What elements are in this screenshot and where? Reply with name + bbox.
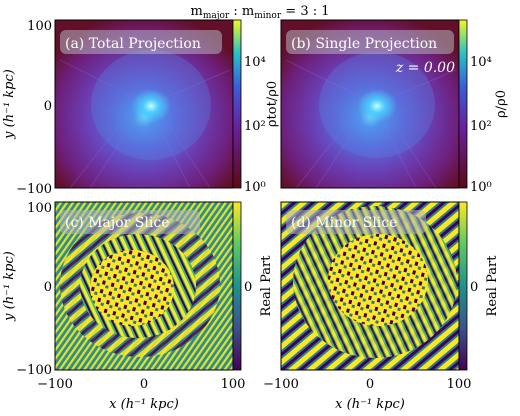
panel-d-minor-slice: (d) Minor Slice bbox=[280, 201, 460, 371]
colorbar-a bbox=[232, 19, 242, 189]
colorbar-a-label: ρtot/ρ0 bbox=[265, 81, 280, 127]
x-tick-d-left: −100 bbox=[263, 377, 299, 392]
colorbar-d-label: Real Part bbox=[485, 255, 500, 317]
panel-b-label: (b) Single Projection bbox=[291, 36, 437, 52]
colorbar-b-tick-low: 10⁰ bbox=[470, 180, 492, 195]
colorbar-b-label: ρ/ρ0 bbox=[494, 90, 509, 118]
colorbar-a-tick-high: 10⁴ bbox=[244, 55, 266, 70]
panel-c-label: (c) Major Slice bbox=[65, 215, 169, 231]
y-tick-c-top: 100 bbox=[27, 201, 52, 216]
colorbar-a-tick-low: 10⁰ bbox=[244, 180, 266, 195]
x-axis-label-right: x (h⁻¹ kpc) bbox=[335, 397, 405, 412]
x-tick-c-left: −100 bbox=[37, 377, 73, 392]
panel-a-total-projection: (a) Total Projection bbox=[54, 19, 234, 189]
panel-c-major-slice: (c) Major Slice bbox=[54, 201, 234, 371]
panel-a-label: (a) Total Projection bbox=[65, 36, 201, 52]
colorbar-c bbox=[232, 201, 242, 371]
redshift-label: z = 0.00 bbox=[395, 60, 455, 76]
colorbar-b bbox=[458, 19, 468, 189]
colorbar-c-tick-zero: 0 bbox=[244, 280, 252, 295]
x-tick-c-mid: 0 bbox=[140, 377, 148, 392]
x-tick-c-right: 100 bbox=[221, 377, 246, 392]
y-axis-label-top: y (h⁻¹ kpc) bbox=[2, 69, 17, 140]
panel-b-single-projection: (b) Single Projection z = 0.00 bbox=[280, 19, 460, 189]
x-axis-label-left: x (h⁻¹ kpc) bbox=[109, 397, 179, 412]
y-tick-c-mid: 0 bbox=[44, 280, 52, 295]
y-tick-a-mid: 0 bbox=[44, 99, 52, 114]
colorbar-d bbox=[458, 201, 468, 371]
y-tick-c-bottom: −100 bbox=[16, 363, 52, 378]
colorbar-d-tick-zero: 0 bbox=[470, 280, 478, 295]
colorbar-b-tick-mid: 10² bbox=[470, 119, 492, 134]
colorbar-a-tick-mid: 10² bbox=[244, 119, 266, 134]
y-axis-label-bottom: y (h⁻¹ kpc) bbox=[2, 251, 17, 322]
colorbar-c-label: Real Part bbox=[259, 255, 274, 317]
figure-title: mmajor : mminor = 3 : 1 bbox=[190, 4, 329, 21]
panel-d-label: (d) Minor Slice bbox=[291, 215, 397, 231]
colorbar-b-tick-high: 10⁴ bbox=[470, 55, 492, 70]
x-tick-d-mid: 0 bbox=[366, 377, 374, 392]
y-tick-a-top: 100 bbox=[27, 19, 52, 34]
y-tick-a-bottom: −100 bbox=[16, 182, 52, 197]
x-tick-d-right: 100 bbox=[447, 377, 472, 392]
